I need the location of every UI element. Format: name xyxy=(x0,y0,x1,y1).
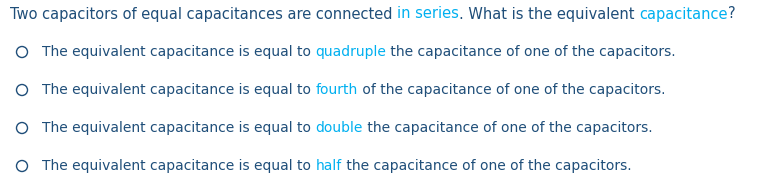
Text: double: double xyxy=(315,121,363,135)
Text: ?: ? xyxy=(728,7,736,22)
Text: capacitance: capacitance xyxy=(639,7,728,22)
Text: . What is the equivalent: . What is the equivalent xyxy=(459,7,639,22)
Text: of the capacitance of one of the capacitors.: of the capacitance of one of the capacit… xyxy=(357,83,665,97)
Text: The equivalent capacitance is equal to: The equivalent capacitance is equal to xyxy=(42,83,315,97)
Text: The equivalent capacitance is equal to: The equivalent capacitance is equal to xyxy=(42,121,315,135)
Text: the capacitance of one of the capacitors.: the capacitance of one of the capacitors… xyxy=(363,121,653,135)
Text: fourth: fourth xyxy=(315,83,357,97)
Text: Two capacitors of equal capacitances are connected: Two capacitors of equal capacitances are… xyxy=(10,7,397,22)
Text: the capacitance of one of the capacitors.: the capacitance of one of the capacitors… xyxy=(387,45,676,59)
Text: half: half xyxy=(315,159,341,173)
Text: The equivalent capacitance is equal to: The equivalent capacitance is equal to xyxy=(42,45,315,59)
Text: in series: in series xyxy=(397,7,459,22)
Text: quadruple: quadruple xyxy=(315,45,387,59)
Text: The equivalent capacitance is equal to: The equivalent capacitance is equal to xyxy=(42,159,315,173)
Text: the capacitance of one of the capacitors.: the capacitance of one of the capacitors… xyxy=(341,159,631,173)
